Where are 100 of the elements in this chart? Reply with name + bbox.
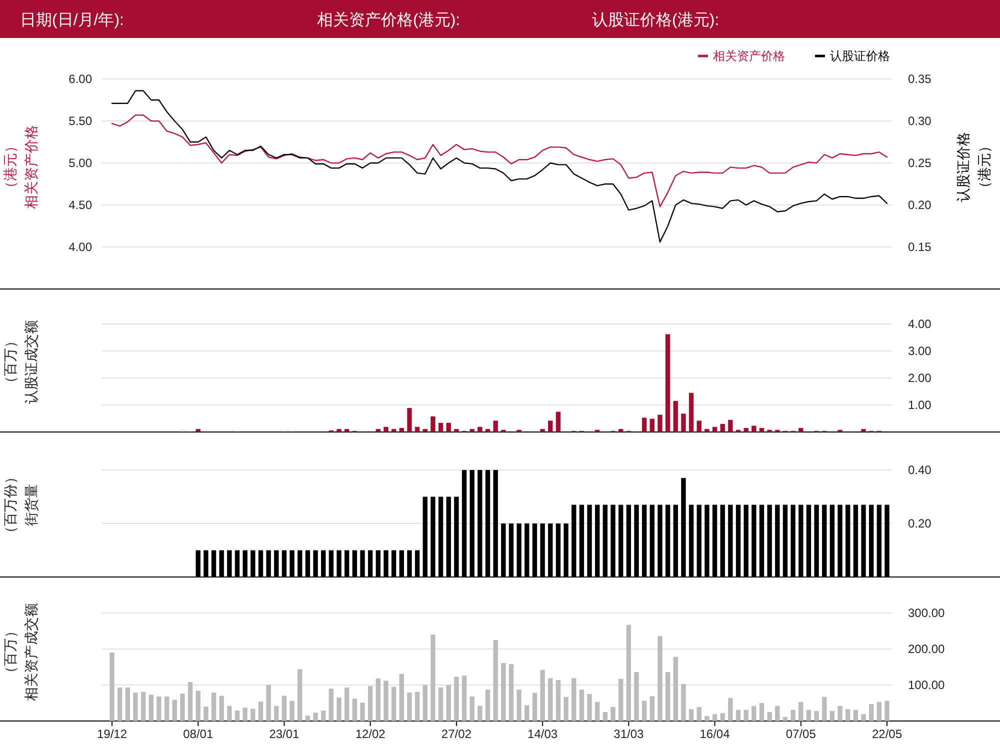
- bar: [407, 408, 412, 432]
- bar: [626, 624, 632, 721]
- y-axis-title: 相关资产成交额（百万）: [2, 603, 39, 701]
- bar: [446, 422, 451, 432]
- text: 认股证价格(港元):: [592, 11, 720, 29]
- bar: [384, 680, 388, 721]
- bar: [430, 416, 436, 432]
- bar: [407, 692, 412, 721]
- bar: [579, 690, 584, 721]
- bar: [336, 429, 342, 432]
- y-tick-label: 5.50: [68, 114, 92, 128]
- y-tick-label: 0.20: [908, 516, 932, 530]
- bar: [282, 696, 287, 721]
- x-tick-label: 27/02: [441, 727, 472, 741]
- bar: [587, 694, 592, 721]
- bar: [564, 696, 568, 721]
- y2-tick-label: 0.35: [908, 72, 932, 86]
- bar: [313, 712, 318, 721]
- bar: [752, 426, 756, 432]
- y-tick-label: 200.00: [908, 642, 946, 656]
- bar: [712, 714, 718, 721]
- y-tick-label: 4.50: [68, 198, 92, 212]
- bar: [516, 690, 522, 721]
- bar: [430, 634, 436, 721]
- bar: [204, 706, 208, 721]
- bar: [736, 710, 741, 721]
- bar: [352, 698, 358, 721]
- bar: [838, 706, 842, 721]
- bar: [219, 696, 224, 721]
- bar: [376, 429, 381, 432]
- bar: [266, 685, 271, 721]
- text: 相关资产价格(港元):: [317, 11, 460, 29]
- x-tick-label: 08/01: [183, 727, 214, 741]
- bar: [258, 702, 264, 721]
- bar: [744, 428, 748, 432]
- bar: [696, 420, 702, 432]
- bar: [602, 712, 608, 721]
- text: 日期(日/月/年):: [20, 11, 124, 29]
- bar: [391, 429, 396, 432]
- bar: [759, 703, 764, 721]
- x-tick-label: 22/05: [872, 727, 902, 741]
- bar: [861, 714, 866, 721]
- bar: [798, 702, 804, 721]
- bar: [196, 429, 200, 432]
- x-tick-label: 12/02: [355, 727, 386, 741]
- bar: [133, 692, 138, 721]
- y-tick-label: 3.00: [908, 344, 932, 358]
- bar: [634, 672, 639, 721]
- bar: [673, 400, 678, 432]
- bar: [399, 428, 404, 432]
- bar: [595, 702, 600, 721]
- bar: [493, 420, 498, 432]
- bar: [298, 669, 302, 721]
- bar: [814, 710, 819, 721]
- line-series: [111, 90, 888, 243]
- bar: [164, 696, 170, 721]
- line-series: [111, 114, 888, 208]
- bar: [775, 706, 780, 721]
- bar: [391, 686, 396, 721]
- bar: [438, 422, 444, 432]
- bar: [744, 710, 748, 721]
- bar: [704, 429, 710, 432]
- bar: [422, 429, 428, 432]
- bar: [618, 429, 624, 432]
- bar: [650, 418, 654, 432]
- bar: [242, 708, 248, 721]
- bar: [470, 429, 474, 432]
- bar: [250, 708, 256, 721]
- bar: [752, 706, 756, 721]
- bar: [344, 429, 350, 432]
- bar: [446, 685, 451, 721]
- bar: [188, 682, 193, 721]
- bar: [344, 688, 350, 721]
- bar: [610, 706, 616, 721]
- bar: [414, 426, 420, 432]
- bar: [462, 676, 467, 721]
- bar: [290, 700, 294, 721]
- y2-tick-label: 0.30: [908, 114, 932, 128]
- y-tick-label: 6.00: [68, 72, 92, 86]
- bar: [156, 696, 162, 721]
- bar: [688, 709, 694, 721]
- y-tick-label: 2.00: [908, 371, 932, 385]
- bar: [478, 706, 482, 721]
- bar: [376, 678, 381, 721]
- bar: [876, 702, 882, 721]
- bar: [853, 710, 858, 721]
- bar: [422, 685, 428, 721]
- bar: [884, 700, 890, 721]
- bar: [806, 710, 812, 721]
- y-tick-label: 5.00: [68, 156, 92, 170]
- y-tick-label: 0.40: [908, 463, 932, 477]
- bar: [688, 392, 694, 432]
- bar: [673, 656, 678, 721]
- bar: [180, 694, 185, 721]
- bar: [478, 426, 482, 432]
- bar: [485, 429, 490, 432]
- bar: [712, 426, 718, 432]
- bar: [360, 702, 365, 721]
- y-tick-label: 1.00: [908, 398, 932, 412]
- bar: [548, 678, 553, 721]
